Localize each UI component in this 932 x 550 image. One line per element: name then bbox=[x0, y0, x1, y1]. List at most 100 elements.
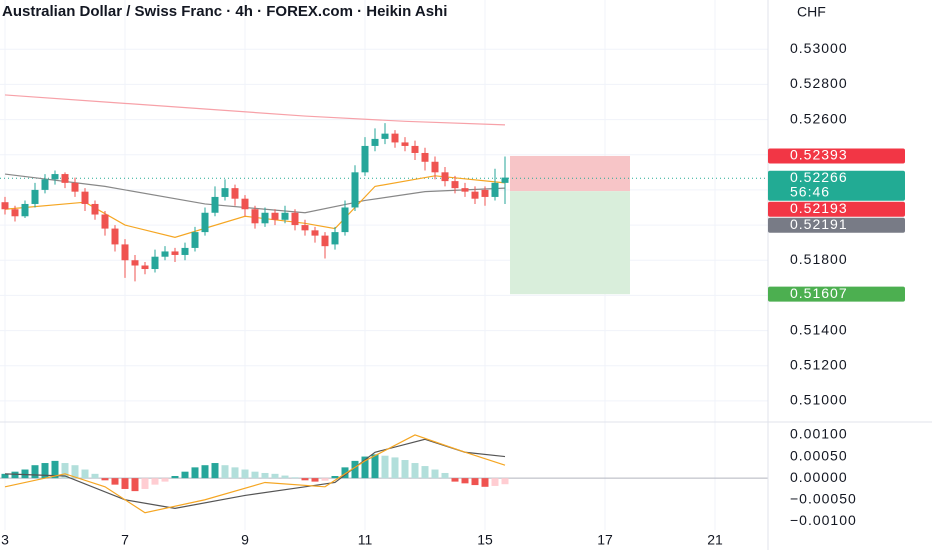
candle-body bbox=[451, 181, 459, 189]
price-marker bbox=[768, 201, 905, 217]
histogram-bar bbox=[171, 476, 179, 479]
y-tick-label: −0.00050 bbox=[790, 490, 857, 506]
histogram-bar bbox=[421, 466, 429, 479]
histogram-bar bbox=[181, 471, 189, 479]
histogram-bar bbox=[241, 469, 249, 479]
histogram-bar bbox=[501, 478, 509, 485]
candle-body bbox=[291, 212, 299, 226]
price-marker-label: 0.52393 bbox=[790, 147, 848, 163]
candle-body bbox=[331, 232, 339, 245]
histogram-bar bbox=[491, 478, 499, 486]
histogram-bar bbox=[31, 465, 39, 479]
histogram-bar bbox=[41, 463, 49, 479]
y-tick-label: 0.51800 bbox=[790, 251, 848, 267]
candle-body bbox=[91, 203, 99, 215]
candle-body bbox=[301, 225, 309, 231]
price-marker-label: 0.52266 bbox=[790, 169, 848, 185]
currency: CHF bbox=[797, 4, 826, 20]
candle-body bbox=[261, 212, 269, 224]
y-tick-label: 0.52800 bbox=[790, 75, 848, 91]
price-marker-label: 0.51607 bbox=[790, 285, 848, 301]
countdown: 56:46 bbox=[790, 183, 830, 199]
histogram-bar bbox=[381, 455, 389, 479]
histogram-bar bbox=[21, 469, 29, 479]
candle-body bbox=[501, 177, 509, 183]
candle-body bbox=[491, 182, 499, 197]
y-tick-label: 0.51400 bbox=[790, 321, 848, 337]
price-marker bbox=[768, 148, 905, 164]
candle-body bbox=[151, 256, 159, 270]
x-tick-label: 9 bbox=[241, 532, 249, 548]
histogram-bar bbox=[11, 471, 19, 479]
candle-body bbox=[441, 172, 449, 182]
histogram-bar bbox=[141, 478, 149, 489]
histogram-bar bbox=[431, 469, 439, 479]
candle-body bbox=[231, 188, 239, 199]
candle-body bbox=[191, 232, 199, 248]
histogram-bar bbox=[111, 478, 119, 485]
y-tick-label: 0.00000 bbox=[790, 469, 848, 485]
histogram-bar bbox=[131, 478, 139, 492]
candle-body bbox=[251, 209, 259, 224]
y-tick-label: 0.52600 bbox=[790, 110, 848, 126]
candle-body bbox=[111, 228, 119, 245]
indicator-line bbox=[4, 434, 506, 514]
y-tick-label: 0.53000 bbox=[790, 40, 848, 56]
histogram-bar bbox=[91, 473, 99, 479]
histogram-bar bbox=[231, 467, 239, 479]
candle-body bbox=[161, 251, 169, 257]
histogram-bar bbox=[291, 477, 299, 479]
candle-body bbox=[181, 247, 189, 255]
y-tick-label: 0.00050 bbox=[790, 447, 848, 463]
y-tick-label: 0.00100 bbox=[790, 426, 848, 442]
price-marker-label: 0.52193 bbox=[790, 200, 848, 216]
x-tick-label: 11 bbox=[358, 532, 373, 548]
x-tick-label: 3 bbox=[1, 532, 9, 548]
candle-body bbox=[431, 161, 439, 173]
price-marker bbox=[768, 286, 905, 302]
candle-body bbox=[391, 133, 399, 143]
histogram-bar bbox=[71, 465, 79, 479]
candle-body bbox=[1, 202, 9, 210]
marks-layer bbox=[0, 94, 768, 514]
candle-body bbox=[371, 138, 379, 146]
candle-body bbox=[21, 203, 29, 217]
candle-body bbox=[361, 145, 369, 173]
histogram-bar bbox=[61, 463, 69, 479]
histogram-bar bbox=[311, 478, 319, 482]
candle-body bbox=[241, 198, 249, 210]
x-tick-label: 7 bbox=[121, 532, 129, 548]
histogram-bar bbox=[321, 478, 329, 481]
candle-body bbox=[341, 207, 349, 233]
histogram-bar bbox=[161, 478, 169, 482]
histogram-bar bbox=[391, 457, 399, 479]
candle-body bbox=[41, 179, 49, 190]
histogram-bar bbox=[211, 463, 219, 479]
candle-body bbox=[221, 188, 229, 197]
candle-body bbox=[421, 152, 429, 162]
x-tick-label: 17 bbox=[597, 532, 613, 548]
histogram-bar bbox=[281, 475, 289, 479]
candle-body bbox=[131, 260, 139, 266]
histogram-bar bbox=[121, 478, 129, 489]
histogram-bar bbox=[271, 473, 279, 479]
candle-body bbox=[271, 212, 279, 220]
histogram-bar bbox=[451, 478, 459, 482]
candle-body bbox=[11, 209, 19, 217]
candle-body bbox=[81, 191, 89, 204]
indicator-line bbox=[4, 173, 506, 214]
histogram-bar bbox=[461, 478, 469, 484]
histogram-bar bbox=[341, 467, 349, 479]
candle-body bbox=[71, 182, 79, 192]
y-tick-label: −0.00100 bbox=[790, 512, 857, 528]
candle-body bbox=[471, 191, 479, 199]
histogram-bar bbox=[261, 472, 269, 479]
histogram-bar bbox=[191, 467, 199, 479]
candle-body bbox=[321, 235, 329, 247]
histogram-bar bbox=[81, 469, 89, 479]
candle-body bbox=[381, 133, 389, 139]
histogram-bar bbox=[471, 478, 479, 486]
candle-body bbox=[51, 174, 59, 180]
